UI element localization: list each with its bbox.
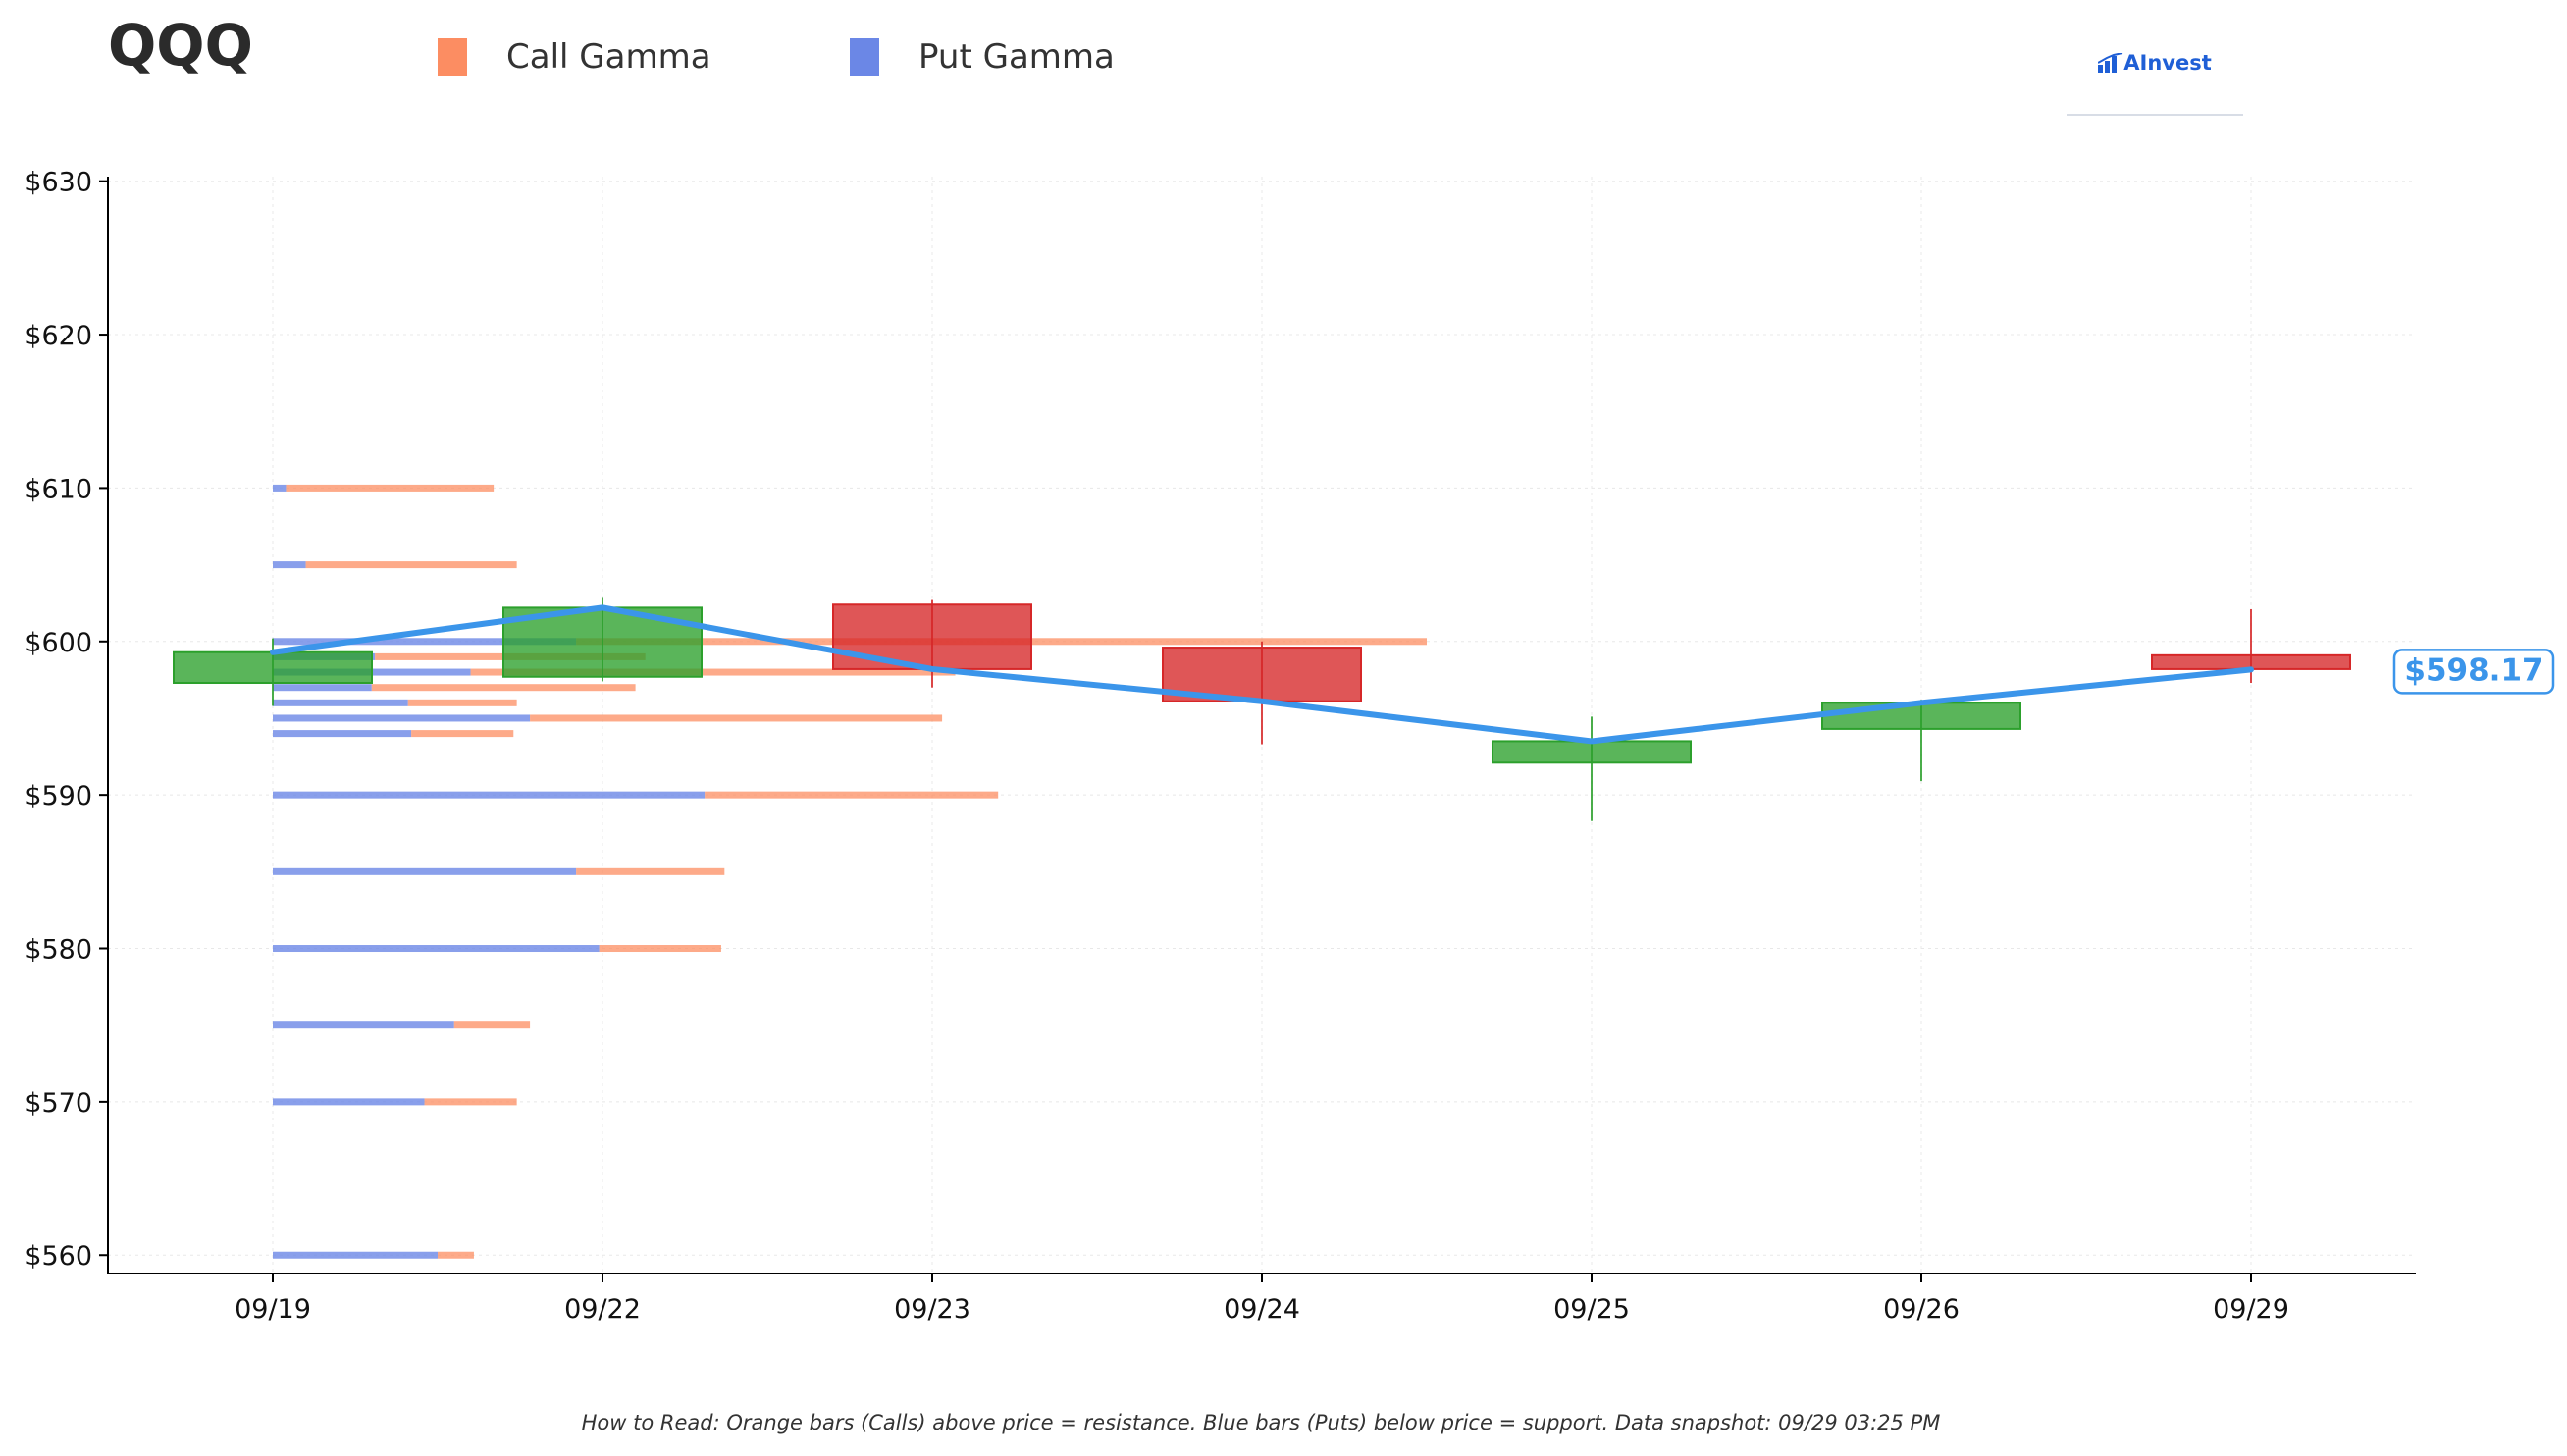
candle-body: [832, 603, 1032, 670]
legend-label-put: Put Gamma: [918, 37, 1115, 77]
last-price-label: $598.17: [2404, 652, 2542, 688]
x-tick-label: 09/29: [2213, 1294, 2289, 1325]
y-tick-label: $620: [25, 321, 92, 351]
ainvest-logo: AInvest: [2067, 47, 2243, 116]
legend-item-put-gamma: Put Gamma: [850, 37, 1115, 77]
y-tick-label: $560: [25, 1241, 92, 1272]
y-tick-label: $570: [25, 1088, 92, 1118]
put-gamma-bar: [273, 714, 531, 722]
call-gamma-bar: [305, 561, 517, 569]
put-gamma-bar: [273, 1098, 425, 1106]
call-gamma-bar: [438, 1251, 474, 1259]
call-gamma-bar: [411, 730, 514, 738]
put-gamma-bar: [273, 1251, 438, 1259]
logo-text: AInvest: [2123, 51, 2212, 75]
y-tick-label: $600: [25, 628, 92, 658]
close-price-line: [270, 604, 2254, 745]
y-tick-label: $590: [25, 781, 92, 811]
call-gamma-bar: [286, 484, 495, 492]
call-gamma-bar: [576, 867, 725, 875]
call-gamma-bar: [530, 714, 943, 722]
put-gamma-bar: [273, 791, 706, 799]
put-gamma-bar: [273, 484, 287, 492]
put-gamma-bar: [273, 699, 408, 706]
put-gamma-bar: [273, 638, 577, 646]
candle-body: [1821, 702, 2021, 730]
put-gamma-bar: [273, 684, 372, 692]
call-gamma-bar: [599, 945, 721, 953]
x-tick-label: 09/22: [564, 1294, 641, 1325]
last-price-box: [2392, 649, 2555, 695]
put-gamma-bar: [273, 867, 577, 875]
put-gamma-bar: [273, 730, 412, 738]
legend-swatch-call: [438, 38, 467, 76]
call-gamma-bar: [705, 791, 999, 799]
legend-item-call-gamma: Call Gamma: [438, 37, 711, 77]
y-tick-label: $610: [25, 474, 92, 504]
x-tick-label: 09/19: [235, 1294, 311, 1325]
logo-chart-icon: [2098, 53, 2123, 73]
call-gamma-bar: [453, 1021, 531, 1029]
x-tick-label: 09/23: [894, 1294, 970, 1325]
call-gamma-bar: [371, 684, 636, 692]
y-tick-label: $630: [25, 168, 92, 198]
y-tick-label: $580: [25, 935, 92, 965]
put-gamma-bar: [273, 1021, 454, 1029]
call-gamma-bar: [470, 668, 956, 676]
x-tick-label: 09/25: [1553, 1294, 1630, 1325]
legend-swatch-put: [850, 38, 879, 76]
x-tick-label: 09/24: [1224, 1294, 1300, 1325]
legend-label-call: Call Gamma: [506, 37, 711, 77]
ticker-title: QQQ: [108, 12, 253, 78]
footnote: How to Read: Orange bars (Calls) above p…: [581, 1411, 1941, 1434]
candle-body: [1492, 740, 1692, 764]
call-gamma-bar: [424, 1098, 517, 1106]
call-gamma-bar: [407, 699, 517, 706]
candle-body: [173, 650, 373, 685]
put-gamma-bar: [273, 945, 600, 953]
x-tick-label: 09/26: [1883, 1294, 1960, 1325]
put-gamma-bar: [273, 561, 306, 569]
